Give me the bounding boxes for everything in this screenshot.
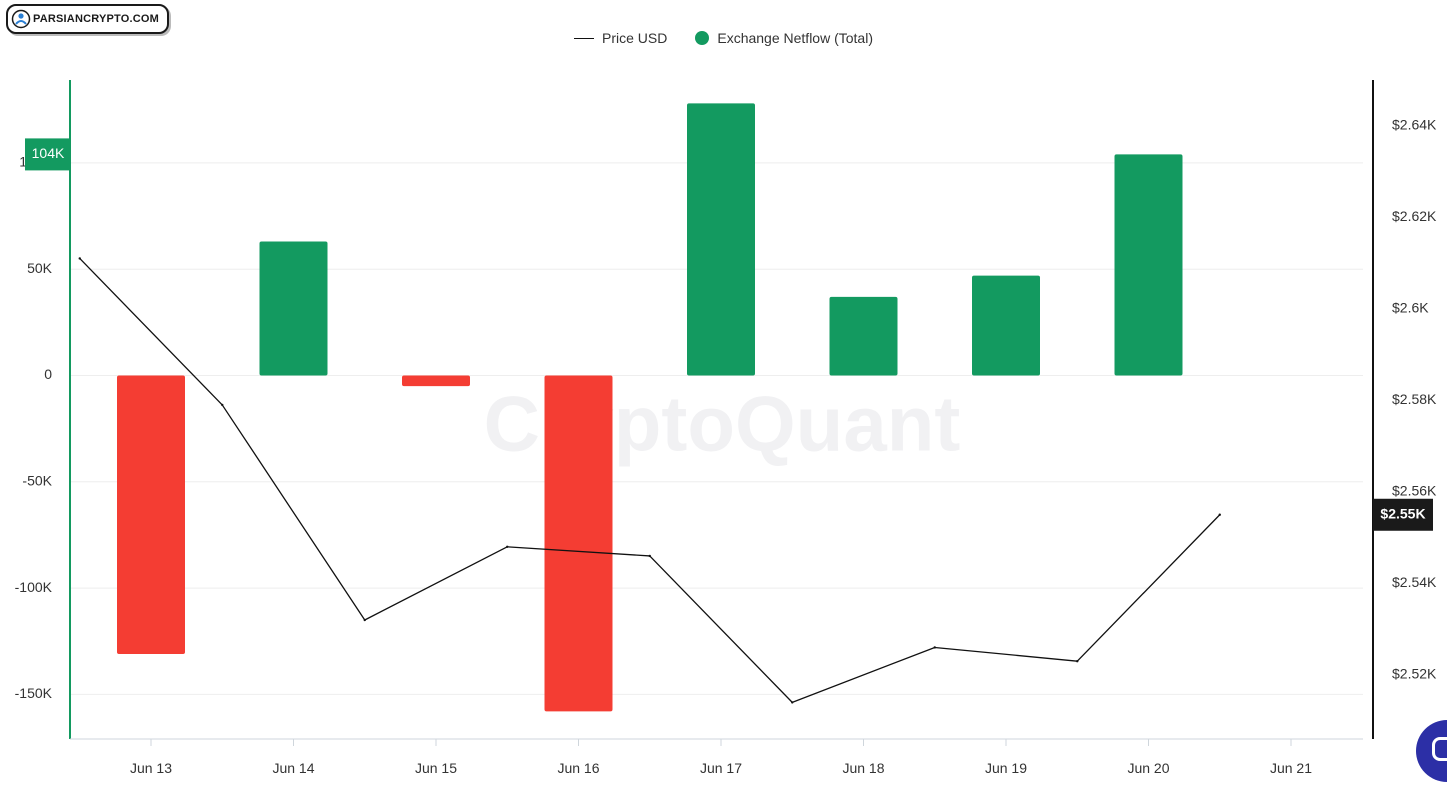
left-value-tag	[25, 138, 71, 171]
left-tick-label: -100K	[15, 579, 53, 595]
x-tick-label: Jun 19	[985, 760, 1027, 776]
legend-item-price[interactable]: Price USD	[574, 30, 667, 46]
netflow-bar-jun-19	[972, 275, 1040, 376]
left-tick-label: -150K	[15, 685, 53, 701]
right-tick-label: $2.64K	[1392, 116, 1437, 132]
netflow-bar-jun-16	[544, 375, 613, 712]
netflow-bar-jun-18	[829, 296, 898, 376]
price-point-jun-13	[221, 403, 224, 407]
netflow-bar-jun-15	[402, 375, 470, 387]
price-line-group	[78, 257, 1221, 704]
price-line	[79, 258, 1221, 704]
right-tick-label: $2.6K	[1392, 300, 1429, 316]
right-tick-label: $2.56K	[1392, 483, 1437, 499]
price-point-jun-20	[1218, 513, 1221, 516]
netflow-bar-jun-20	[1114, 154, 1183, 376]
brand-logo[interactable]: PARSIANCRYPTO.COM	[6, 4, 170, 34]
right-tick-label: $2.62K	[1392, 208, 1437, 224]
legend-label-netflow: Exchange Netflow (Total)	[717, 30, 873, 46]
right-value-tag-label: $2.55K	[1380, 505, 1425, 521]
netflow-bar-jun-17	[687, 103, 755, 376]
x-axis-ticks: Jun 13 Jun 14 Jun 15 Jun 16 Jun 17 Jun 18 Jun …	[130, 739, 1312, 776]
netflow-bars	[117, 103, 1183, 712]
price-point-jun-19	[1076, 660, 1079, 663]
last-value-tags: 104K $2.55K	[25, 138, 1433, 531]
logo-mark-icon	[11, 9, 31, 29]
x-tick-label: Jun 13	[130, 760, 172, 776]
logo-text: PARSIANCRYPTO.COM	[33, 13, 160, 25]
x-tick-label: Jun 21	[1270, 760, 1312, 776]
axes	[69, 80, 1374, 740]
left-tick-label: 50K	[27, 260, 53, 276]
price-point-jun-14	[363, 618, 366, 622]
price-point-jun-12-12-00	[78, 257, 81, 260]
legend-item-netflow[interactable]: Exchange Netflow (Total)	[695, 30, 873, 46]
price-point-jun-18	[933, 646, 936, 649]
left-axis-ticks: -150K-100K-50K050K100K	[15, 154, 53, 701]
right-axis-ticks: $2.52K $2.54K $2.56K $2.58K $2.6K $2.62K $2.64…	[1392, 116, 1437, 681]
price-point-jun-15	[506, 545, 509, 548]
x-tick-label: Jun 14	[272, 760, 314, 776]
price-point-jun-16	[648, 554, 651, 558]
x-tick-label: Jun 20	[1127, 760, 1169, 776]
x-tick-label: Jun 15	[415, 760, 457, 776]
left-tick-label: -50K	[22, 472, 52, 488]
price-point-jun-17	[791, 701, 794, 704]
x-tick-label: Jun 16	[557, 760, 599, 776]
netflow-bar-jun-13	[117, 375, 185, 654]
x-tick-label: Jun 18	[842, 760, 884, 776]
chat-icon	[1432, 737, 1447, 761]
right-tick-label: $2.58K	[1392, 391, 1437, 407]
right-tick-label: $2.52K	[1392, 666, 1437, 682]
x-tick-label: Jun 17	[700, 760, 742, 776]
legend-swatch-dot	[695, 31, 710, 45]
left-value-tag-label: 104K	[32, 145, 65, 161]
right-value-tag	[1373, 498, 1433, 531]
legend-label-price: Price USD	[602, 30, 668, 46]
right-tick-label: $2.54K	[1392, 574, 1437, 590]
legend-swatch-line	[574, 37, 594, 39]
netflow-bar-jun-14	[259, 241, 328, 376]
chart-legend: Price USD Exchange Netflow (Total)	[0, 30, 1447, 46]
left-tick-label: 0	[44, 366, 52, 382]
